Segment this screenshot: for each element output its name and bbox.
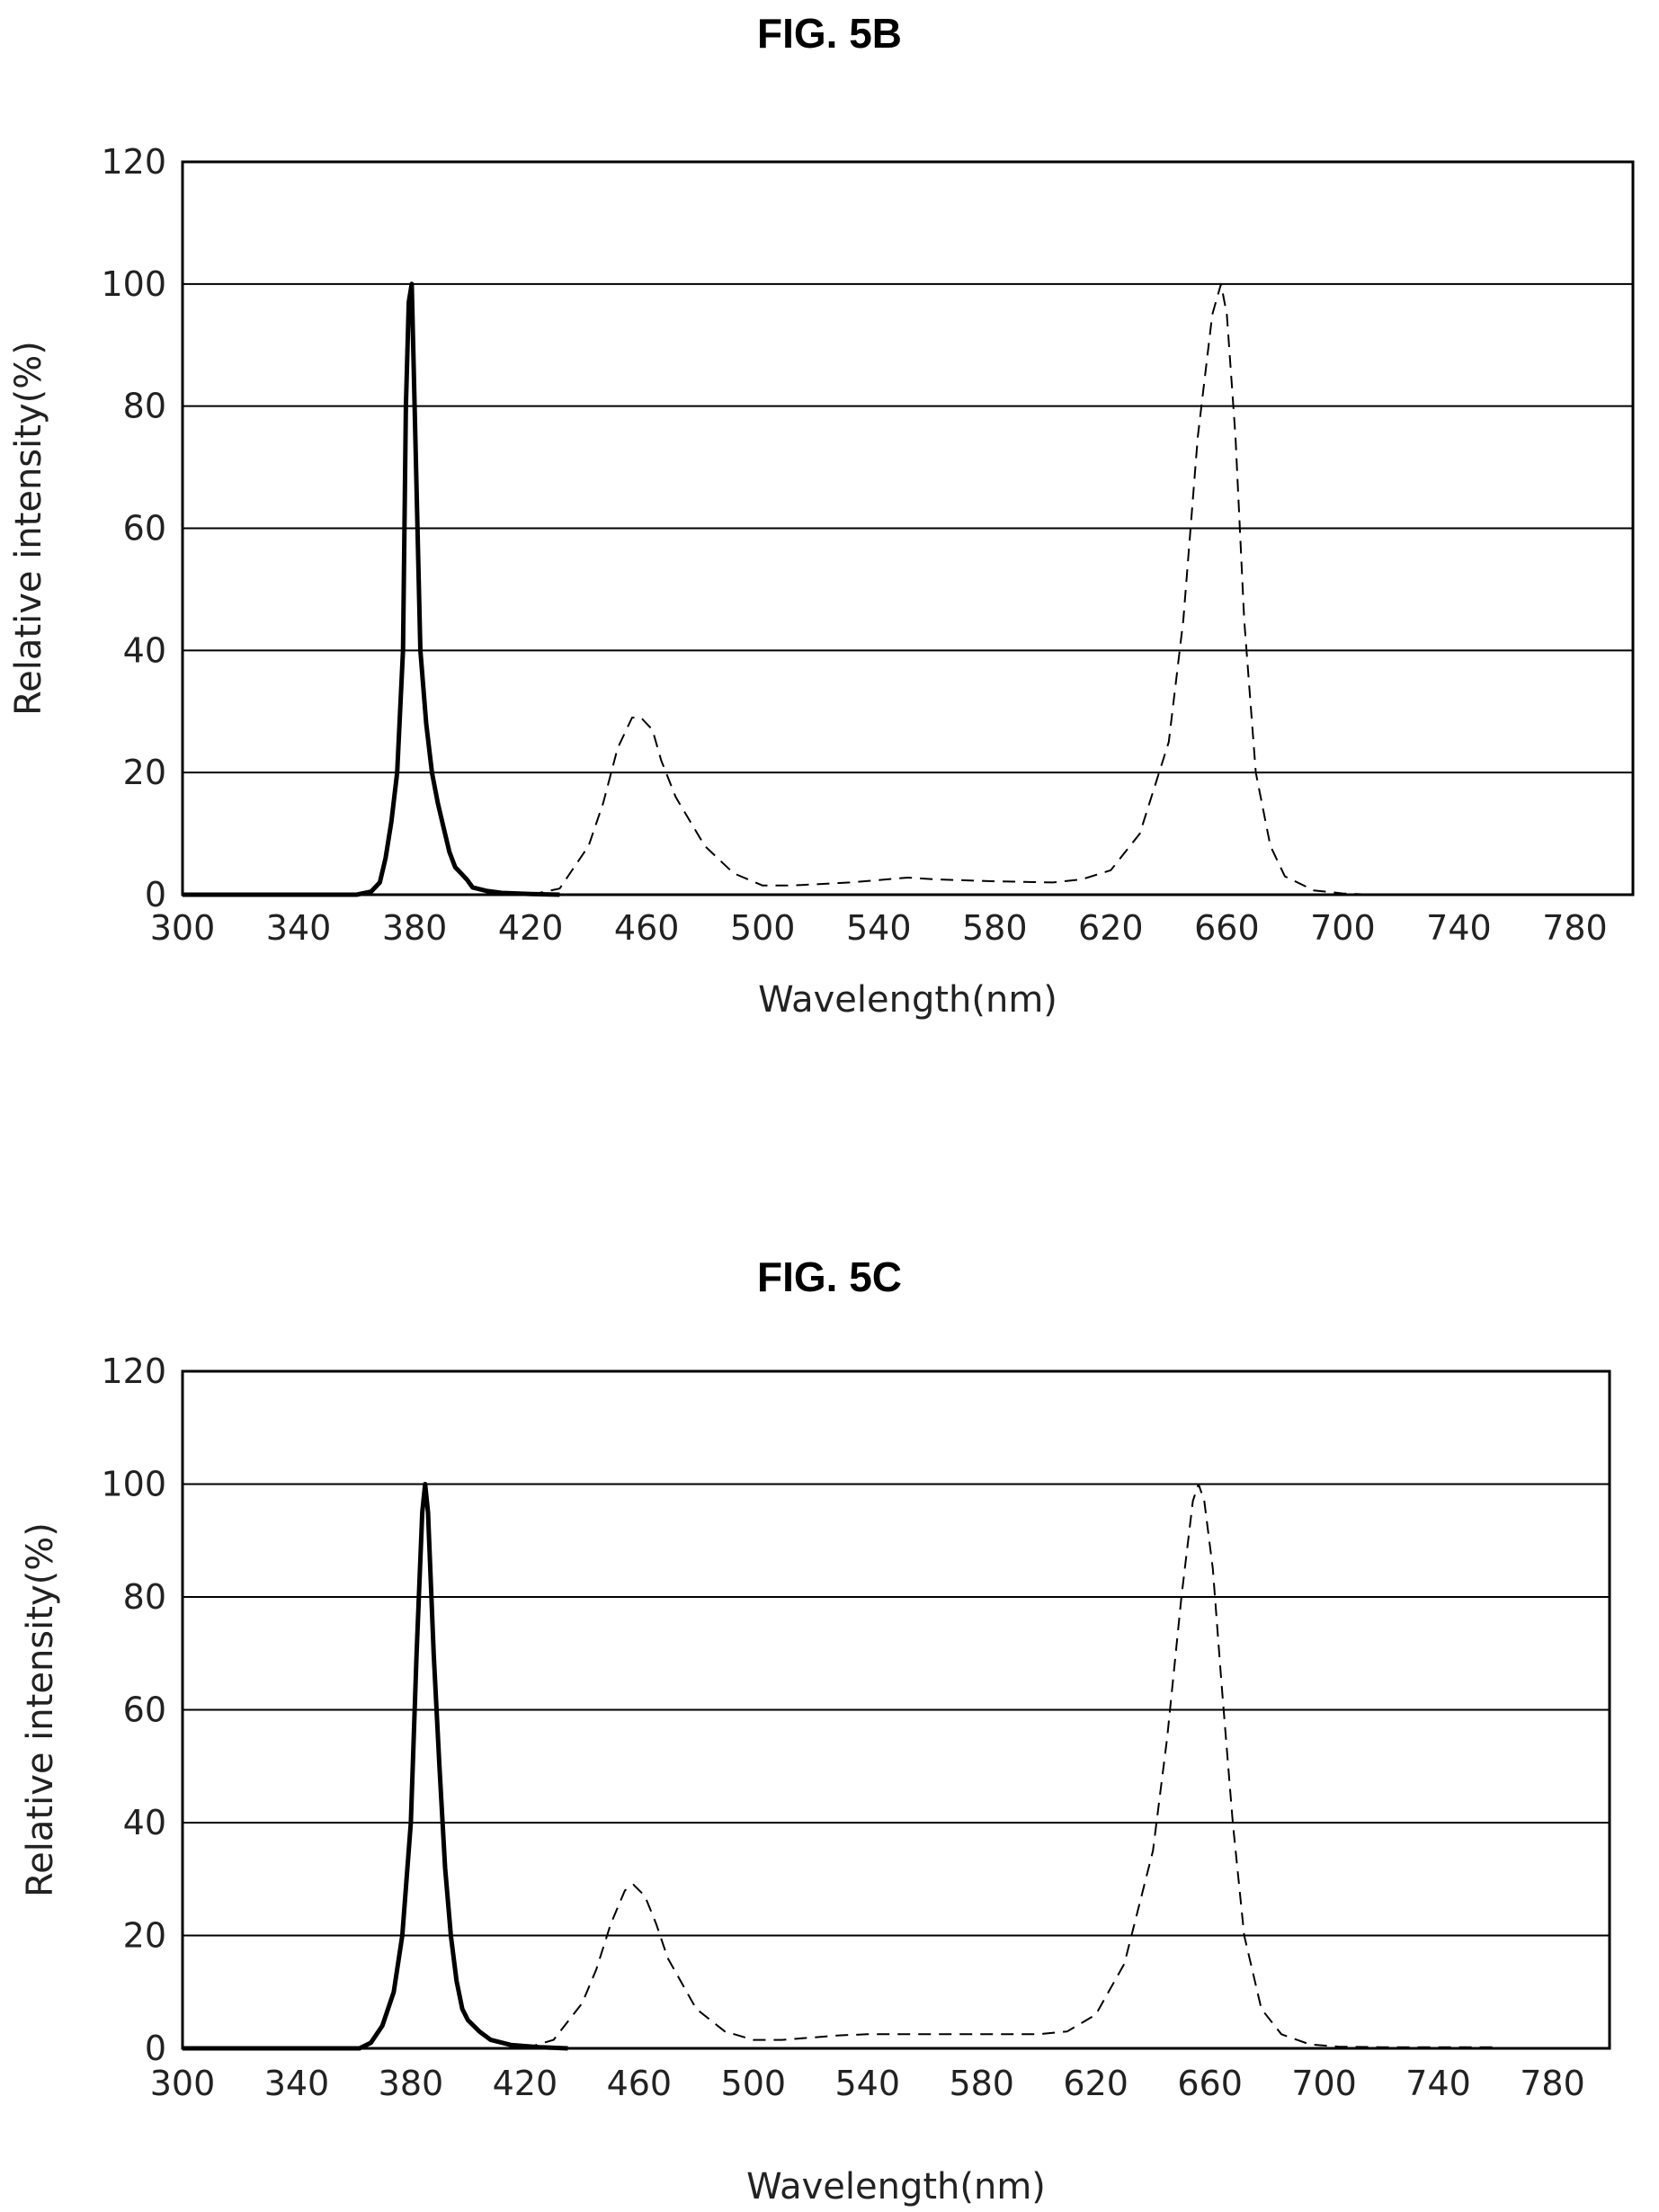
- y-tick-label: 120: [101, 1351, 166, 1391]
- y-tick-label: 40: [123, 1803, 166, 1842]
- y-tick-label: 20: [123, 753, 166, 792]
- y-tick-label: 120: [101, 142, 166, 182]
- chart-title-5b: FIG. 5B: [756, 10, 903, 57]
- x-tick-label: 620: [1078, 908, 1144, 948]
- series-line-dashed: [524, 1483, 1495, 2049]
- x-tick-label: 700: [1310, 908, 1376, 948]
- y-axis-label: Relative intensity(%): [20, 1522, 61, 1897]
- x-tick-label: 340: [264, 2064, 330, 2103]
- x-tick-label: 780: [1520, 2064, 1585, 2103]
- x-tick-label: 580: [962, 908, 1028, 948]
- x-tick-label: 540: [834, 2064, 900, 2103]
- x-tick-label: 340: [266, 908, 332, 948]
- x-tick-label: 380: [382, 908, 448, 948]
- series-line-solid: [183, 1482, 568, 2051]
- plot-frame: [181, 1369, 1611, 2050]
- series-line-solid: [183, 281, 560, 897]
- x-tick-label: 380: [379, 2064, 444, 2103]
- x-tick-label: 740: [1426, 908, 1492, 948]
- y-tick-label: 100: [101, 264, 166, 304]
- y-tick-label: 60: [123, 1690, 166, 1730]
- y-tick-label: 0: [145, 875, 166, 914]
- y-tick-label: 100: [101, 1465, 166, 1504]
- y-tick-label: 80: [123, 387, 166, 426]
- chart-5b: 0 20 40 60 80 100 120 300 340 380 420 460 500 540 580 6…: [8, 142, 1635, 1021]
- y-tick-label: 60: [123, 509, 166, 549]
- x-tick-label: 740: [1405, 2064, 1471, 2103]
- x-tick-label: 660: [1194, 908, 1260, 948]
- x-tick-label: 540: [846, 908, 912, 948]
- x-tick-label: 780: [1542, 908, 1608, 948]
- x-tick-label: 460: [614, 908, 680, 948]
- x-tick-label: 420: [493, 2064, 558, 2103]
- series-line-dashed: [530, 282, 1401, 896]
- y-axis-label: Relative intensity(%): [8, 341, 49, 716]
- x-tick-label: 580: [949, 2064, 1014, 2103]
- plot-frame: [181, 160, 1635, 896]
- x-axis-label: Wavelength(nm): [746, 2166, 1046, 2208]
- y-tick-label: 80: [123, 1577, 166, 1617]
- chart-5c: 0 20 40 60 80 100 120 300 340 380 420 460 500 540 580 6…: [20, 1351, 1611, 2208]
- x-tick-label: 500: [730, 908, 796, 948]
- x-tick-label: 620: [1063, 2064, 1128, 2103]
- y-tick-label: 20: [123, 1916, 166, 1956]
- y-tick-label: 0: [145, 2029, 166, 2068]
- x-tick-label: 300: [150, 908, 216, 948]
- x-axis-label: Wavelength(nm): [758, 979, 1057, 1021]
- x-tick-label: 500: [721, 2064, 787, 2103]
- x-tick-label: 460: [607, 2064, 673, 2103]
- x-tick-label: 420: [498, 908, 564, 948]
- chart-title-5c: FIG. 5C: [756, 1253, 903, 1300]
- x-tick-label: 660: [1177, 2064, 1243, 2103]
- x-tick-label: 700: [1291, 2064, 1357, 2103]
- y-tick-label: 40: [123, 630, 166, 670]
- x-tick-label: 300: [150, 2064, 216, 2103]
